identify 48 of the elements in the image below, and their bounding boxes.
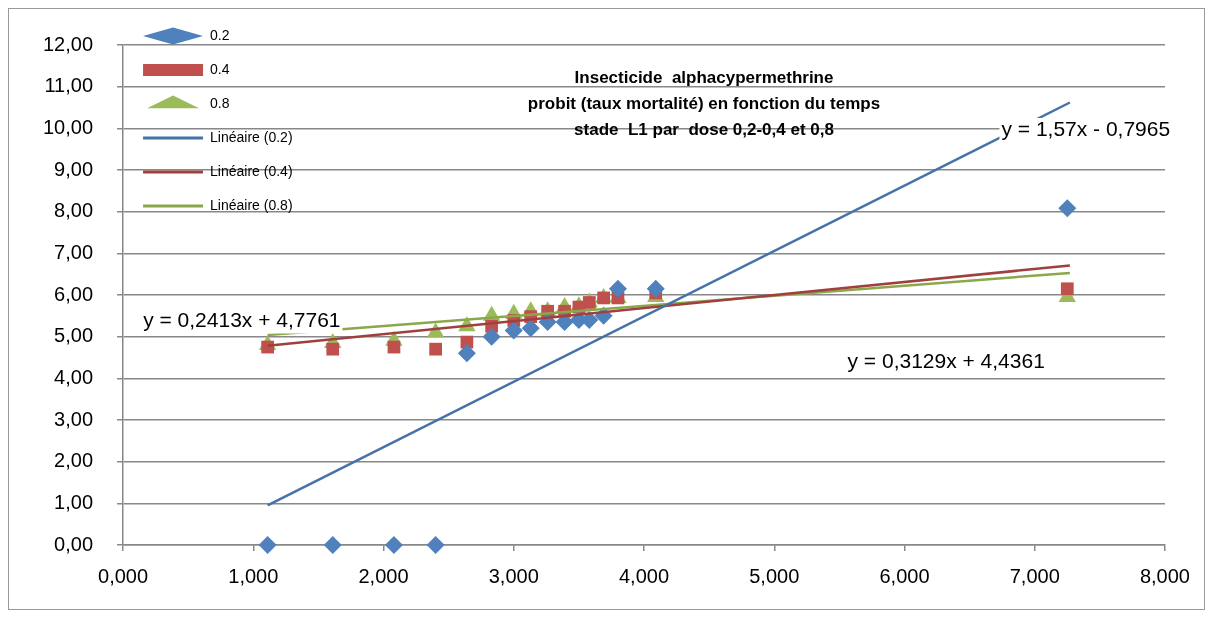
y-tick-label: 3,00 [54,407,94,430]
point [326,342,340,356]
x-tick-label: 2,000 [358,564,409,587]
point [646,279,665,298]
x-tick-label: 1,000 [228,564,279,587]
x-tick-label: 5,000 [749,564,800,587]
point [1060,282,1074,296]
point [426,536,445,554]
legend-label: Linéaire (0.4) [210,162,293,179]
legend-label: Linéaire (0.2) [210,128,293,145]
x-tick-label: 4,000 [618,564,670,587]
y-tick-label: 4,00 [54,365,94,388]
legend-label: 0.4 [210,60,230,77]
point [482,327,501,346]
text: Insecticide alphacypermethrine probit (taux mortalité) en fonction du temps stade L1 par dose 0,2-0,4 et 0,8 [527,67,881,139]
y-tick-label: 11,00 [44,74,94,97]
annotation: y = 1,57x - 0,7965 [1001,116,1171,140]
x-tick-label: 8,000 [1139,564,1191,587]
point [582,296,596,309]
y-tick-label: 6,00 [54,282,94,305]
point [521,319,540,338]
point [1058,199,1077,218]
point [457,344,476,363]
x-tick-label: 3,000 [488,564,539,587]
point [597,291,610,305]
y-tick-label: 5,00 [54,324,94,347]
y-tick-label: 2,00 [54,449,94,472]
x-tick-label: 7,000 [1009,564,1060,587]
point [429,342,442,356]
y-tick-label: 1,00 [54,490,94,513]
point [323,536,342,554]
y-tick-label: 0,00 [54,532,94,555]
y-tick-label: 10,00 [42,115,94,138]
legend-label: 0.8 [210,94,230,111]
point [504,321,523,340]
y-tick-label: 9,00 [54,157,94,180]
annotation: y = 0,2413x + 4,7761 [143,308,341,332]
annotation: y = 0,3129x + 4,4361 [847,348,1045,372]
point [384,536,403,554]
y-tick-label: 8,00 [54,199,94,222]
point [258,536,277,554]
y-tick-label: 7,00 [54,240,94,263]
legend-label: 0.2 [210,26,230,43]
y-tick-label: 12,00 [42,32,94,55]
legend-label: Linéaire (0.8) [210,196,293,213]
x-tick-label: 6,000 [879,564,930,587]
point [608,279,627,298]
x-tick-label: 0,000 [98,564,149,587]
